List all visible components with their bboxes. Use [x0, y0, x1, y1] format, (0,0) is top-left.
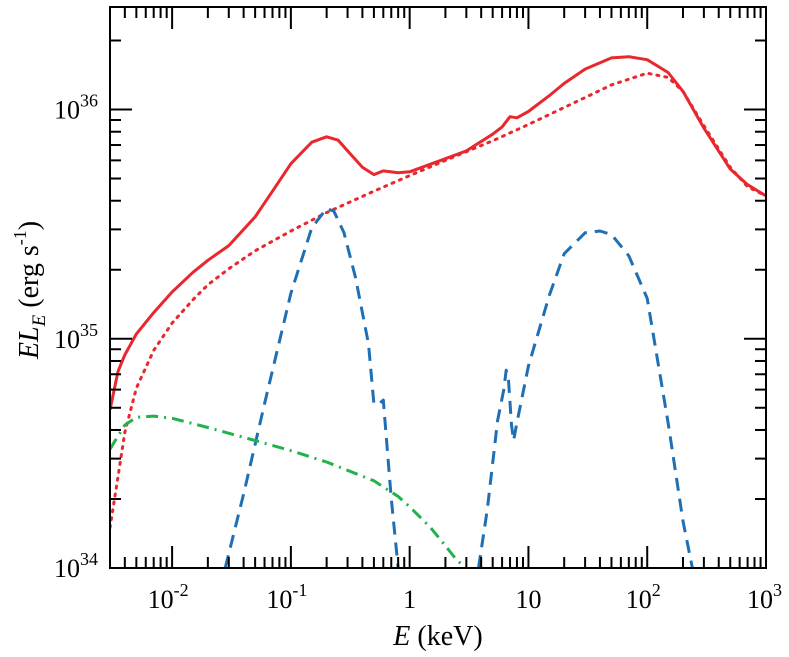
series-line-4-dashed	[477, 229, 694, 568]
x-tick-label: 10-1	[266, 580, 307, 614]
y-tick-label: 1034	[54, 549, 98, 583]
series-line-3-dashed	[223, 207, 400, 568]
y-tick-label: 1035	[54, 320, 98, 354]
x-tick-label: 103	[747, 580, 782, 614]
plot-area	[109, 6, 767, 569]
x-tick-label: 102	[626, 580, 661, 614]
y-tick-label: 1036	[54, 91, 98, 125]
tick-labels: 10-2 10-1 1 10 102 103 1034 1035 1036	[54, 91, 782, 614]
x-tick-label: 1	[403, 585, 416, 614]
series-line-5-dashdot	[110, 414, 468, 568]
x-tick-label: 10-2	[148, 580, 189, 614]
x-tick-label: 10	[515, 585, 541, 614]
y-axis-title: ELE (erg s-1)	[10, 221, 50, 360]
axis-ticks	[109, 7, 767, 569]
series-line-1-solid	[110, 55, 766, 411]
series-line-2-dotted	[110, 71, 766, 530]
plot-frame	[109, 6, 767, 569]
x-axis-title: E (keV)	[392, 621, 482, 652]
series-layer	[110, 55, 766, 568]
